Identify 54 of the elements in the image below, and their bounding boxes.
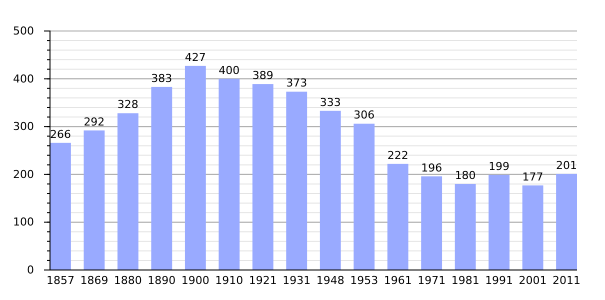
x-tick-label: 1869	[80, 274, 108, 287]
x-tick-label: 1971	[418, 274, 446, 287]
bar	[421, 176, 442, 270]
bar	[454, 184, 476, 270]
y-tick-label: 100	[13, 216, 34, 229]
x-tick-label: 1880	[114, 274, 142, 287]
x-tick-label: 1931	[282, 274, 311, 287]
bar	[252, 84, 274, 270]
y-tick-label: 200	[13, 168, 34, 181]
bar	[522, 185, 544, 270]
bar	[117, 113, 138, 270]
x-tick-label: 1921	[248, 274, 277, 287]
x-tick-label: 1981	[451, 274, 480, 287]
data-label: 373	[286, 76, 308, 90]
bar	[354, 124, 375, 270]
x-tick-label: 1857	[46, 274, 74, 287]
data-label: 201	[556, 158, 578, 172]
bar	[50, 142, 71, 270]
data-label: 389	[252, 69, 274, 82]
data-label: 383	[151, 72, 172, 85]
data-label: 400	[218, 64, 240, 77]
x-tick-label: 1910	[215, 274, 244, 287]
bar	[387, 164, 408, 270]
data-label: 177	[522, 170, 544, 184]
bar	[218, 78, 240, 270]
x-tick-label: 1991	[485, 274, 514, 287]
bar	[84, 130, 105, 270]
x-tick-label: 1961	[384, 274, 412, 287]
data-label: 306	[354, 108, 375, 122]
x-tick-label: 1900	[181, 274, 210, 287]
bar	[556, 174, 577, 270]
y-tick-label: 500	[13, 24, 34, 38]
y-tick-label: 300	[13, 120, 34, 134]
x-tick-label: 2011	[552, 274, 581, 287]
x-tick-label: 1948	[316, 274, 344, 287]
data-label: 427	[184, 50, 206, 64]
y-tick-label: 400	[13, 72, 34, 86]
x-tick-label: 1890	[148, 274, 176, 287]
bar	[320, 110, 341, 270]
x-tick-label: 1953	[350, 274, 378, 287]
data-label: 266	[50, 128, 71, 141]
data-label: 222	[387, 148, 408, 162]
bar	[151, 86, 172, 270]
y-tick-label: 0	[27, 264, 34, 277]
bar	[184, 66, 206, 270]
bar	[488, 174, 510, 270]
data-label: 328	[117, 98, 138, 112]
bar	[286, 92, 308, 270]
x-tick-label: 2001	[518, 274, 547, 287]
data-label: 333	[320, 96, 341, 109]
data-label: 199	[488, 160, 510, 173]
data-label: 292	[84, 115, 105, 128]
data-label: 180	[454, 168, 476, 182]
data-label: 196	[421, 161, 442, 174]
